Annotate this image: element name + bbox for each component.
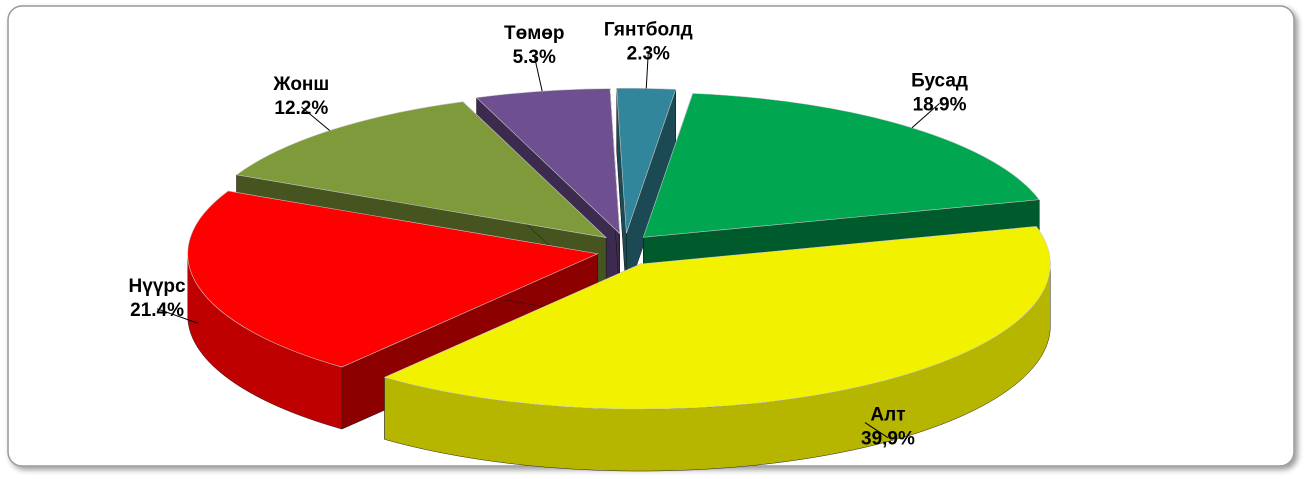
slice-label: 21.4% — [130, 300, 184, 321]
leader-line — [533, 55, 543, 92]
slice-top — [642, 93, 1040, 238]
leader-line — [156, 308, 199, 324]
slice-label: 2.3% — [627, 43, 670, 64]
slice-label: 39,9% — [861, 429, 915, 450]
leader-line — [864, 422, 889, 439]
slice-name: Нүүрс — [129, 276, 186, 297]
slice-top — [235, 101, 608, 239]
slice-name: Гянтболд — [604, 19, 693, 40]
slice-top — [475, 88, 621, 235]
slice-top — [187, 190, 599, 368]
slice-name: Алт — [870, 405, 905, 426]
slice-top — [383, 226, 1051, 410]
slice-name: Төмөр — [504, 23, 564, 44]
slice-label: 12.2% — [274, 98, 328, 119]
slice-label: 18.9% — [913, 94, 967, 115]
leader-line — [301, 106, 330, 131]
slice-name: Жонш — [272, 74, 329, 95]
slice-label: 5.3% — [513, 47, 556, 68]
slice-name: Бусад — [911, 70, 968, 91]
leader-line — [645, 52, 649, 89]
pie: Бусад 18.9% Алт 39,9% Нүүрс 21.4% Жонш 12.2% Төм… — [129, 19, 1051, 472]
leader-line — [911, 102, 940, 129]
